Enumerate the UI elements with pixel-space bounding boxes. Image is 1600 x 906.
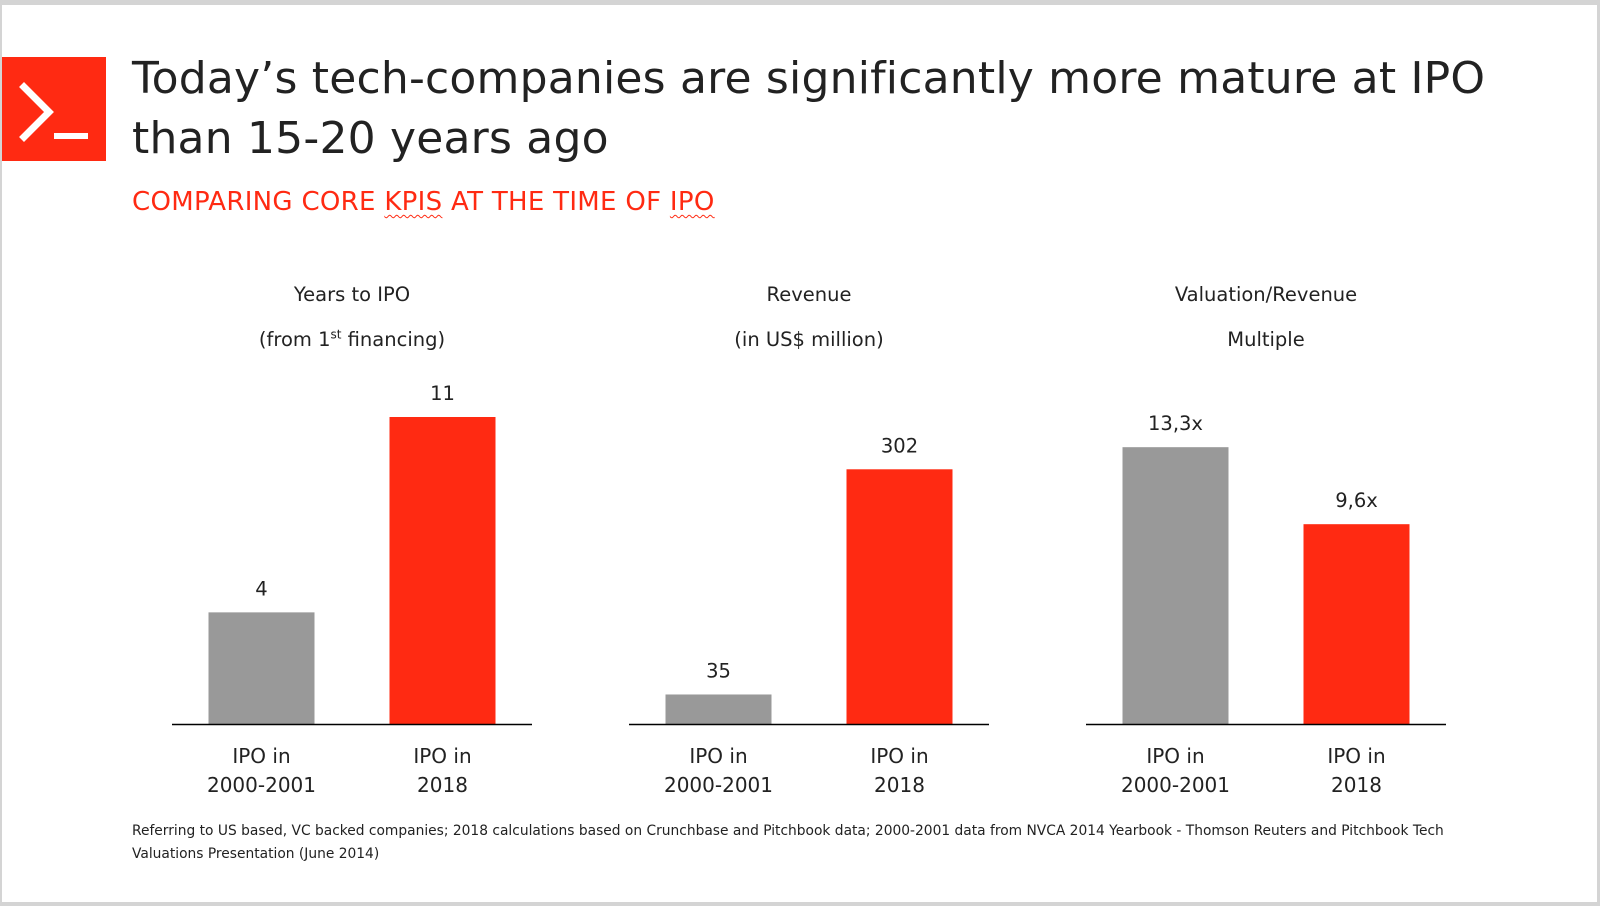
chart-title-line1: Revenue — [766, 283, 852, 306]
category-label: 2000-2001 — [207, 773, 316, 797]
bar — [1122, 447, 1229, 724]
data-label: 13,3x — [1148, 412, 1203, 435]
chart-title-revenue: Revenue (in US$ million) — [619, 272, 999, 362]
subtitle-part: COMPARING CORE — [132, 187, 385, 217]
category-label: 2018 — [874, 773, 925, 797]
bar — [846, 469, 953, 724]
bar — [208, 612, 315, 724]
category-label: IPO in — [232, 744, 290, 768]
data-label: 302 — [881, 434, 918, 457]
category-label: IPO in — [870, 744, 928, 768]
terminal-prompt-icon — [2, 57, 106, 161]
category-label: 2018 — [417, 773, 468, 797]
category-label: IPO in — [689, 744, 747, 768]
category-label: IPO in — [1146, 744, 1204, 768]
bar — [1303, 524, 1410, 724]
subtitle-part-kpis: KPIS — [384, 187, 443, 217]
chart-title-line1: Years to IPO — [293, 283, 411, 306]
chart-title-line2: (from 1st financing) — [162, 317, 542, 362]
bar — [665, 694, 772, 724]
chart-title-line2: Multiple — [1227, 328, 1305, 351]
chart-title-years: Years to IPO (from 1st financing) — [162, 272, 542, 362]
data-label: 11 — [430, 382, 455, 405]
data-label: 35 — [706, 659, 731, 682]
chart-title-line2: (in US$ million) — [734, 328, 884, 351]
category-label: 2000-2001 — [664, 773, 773, 797]
chart-title-line2-post: financing) — [341, 328, 446, 351]
category-label: IPO in — [413, 744, 471, 768]
data-label: 4 — [255, 577, 267, 600]
data-label: 9,6x — [1335, 489, 1378, 512]
slide: Today’s tech-companies are significantly… — [2, 5, 1597, 902]
subtitle-part: AT THE TIME OF — [442, 187, 670, 217]
category-label: IPO in — [1327, 744, 1385, 768]
chart-title-line2-pre: (from 1 — [258, 328, 331, 351]
category-label: 2018 — [1331, 773, 1382, 797]
chart-title-line1: Valuation/Revenue — [1174, 283, 1358, 306]
chart-title-multiple: Valuation/Revenue Multiple — [1076, 272, 1456, 362]
footnote: Referring to US based, VC backed compani… — [132, 823, 1444, 862]
chart-title-line2-sup: st — [330, 327, 342, 342]
bar — [389, 417, 496, 724]
slide-subtitle: COMPARING CORE KPIS AT THE TIME OF IPO — [132, 187, 715, 217]
subtitle-part-ipo: IPO — [669, 187, 715, 217]
category-label: 2000-2001 — [1121, 773, 1230, 797]
slide-title: Today’s tech-companies are significantly… — [132, 53, 1486, 164]
